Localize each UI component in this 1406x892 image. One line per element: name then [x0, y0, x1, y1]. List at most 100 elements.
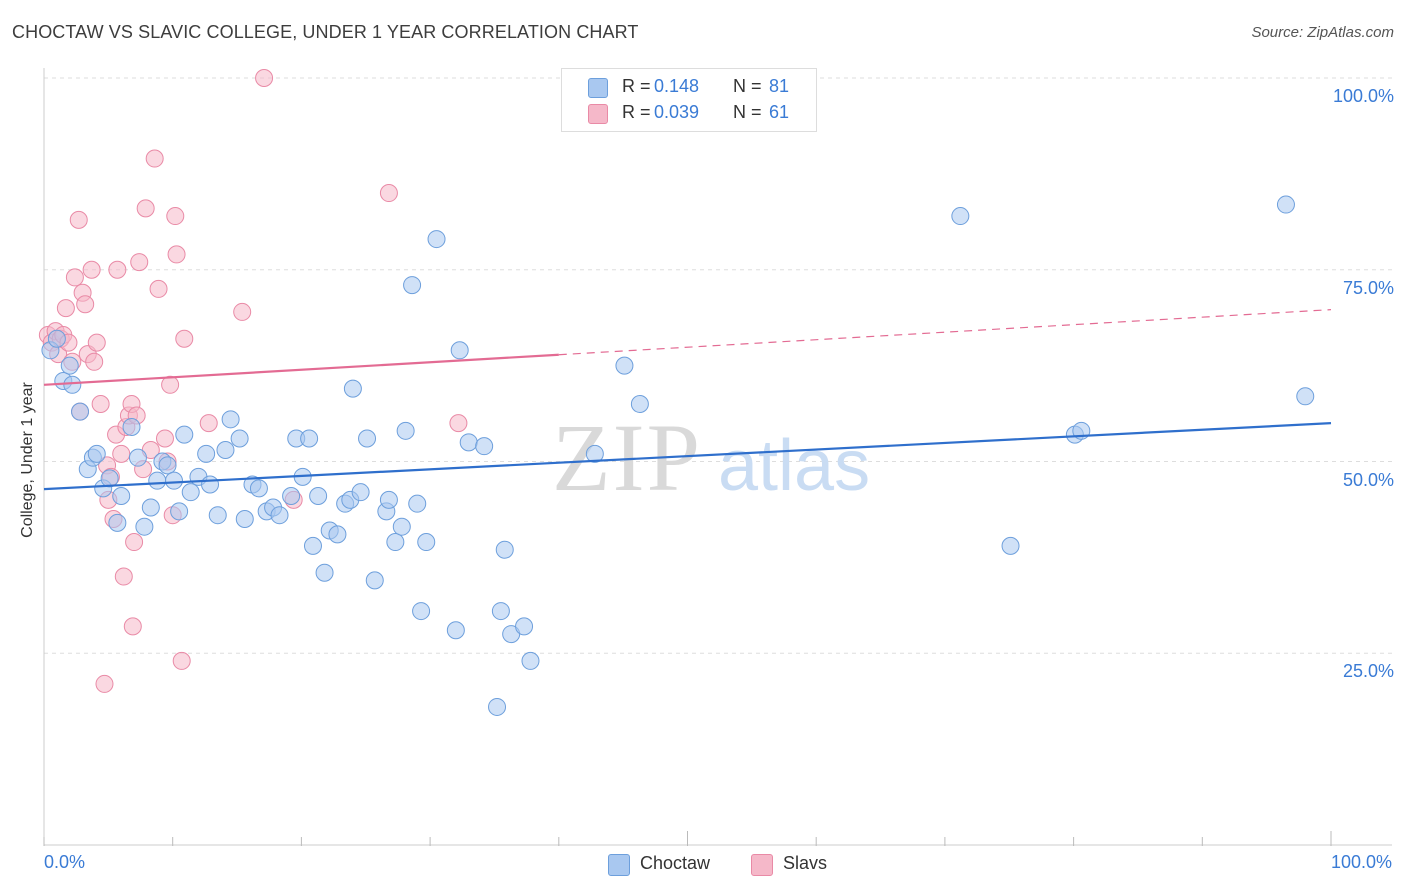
slavs-point: [167, 245, 186, 264]
series-legend: Choctaw Slavs: [0, 852, 1406, 876]
source-label: Source: ZipAtlas.com: [1251, 24, 1394, 41]
choctaw-point: [488, 697, 507, 716]
y-tick-label: 75.0%: [1342, 277, 1394, 298]
choctaw-trend-line: [43, 422, 1332, 491]
choctaw-point: [392, 517, 411, 536]
choctaw-point: [122, 417, 141, 436]
slavs-point: [130, 253, 149, 272]
slavs-point: [379, 184, 398, 203]
choctaw-point: [328, 525, 347, 544]
choctaw-swatch: [608, 854, 630, 876]
choctaw-point: [417, 533, 436, 552]
choctaw-point: [951, 207, 970, 226]
r-value: 0.148: [654, 76, 700, 96]
choctaw-point: [270, 506, 289, 525]
choctaw-point: [495, 540, 514, 559]
choctaw-point: [351, 483, 370, 502]
slavs-point: [85, 352, 104, 371]
choctaw-point: [1001, 536, 1020, 555]
choctaw-point: [446, 621, 465, 640]
choctaw-point: [343, 379, 362, 398]
n-label: N =: [733, 76, 762, 96]
choctaw-point: [208, 506, 227, 525]
slavs-point: [161, 375, 180, 394]
choctaw-point: [282, 487, 301, 506]
y-tick-label: 100.0%: [1332, 86, 1394, 106]
r-value: 0.039: [654, 102, 700, 122]
choctaw-point: [300, 429, 319, 448]
choctaw-point: [403, 276, 422, 295]
choctaw-point: [358, 429, 377, 448]
gridlines: [44, 77, 1392, 654]
choctaw-point: [521, 651, 540, 670]
slavs-point: [199, 414, 218, 433]
slavs-point: [145, 149, 164, 168]
choctaw-point: [249, 479, 268, 498]
choctaw-point: [108, 513, 127, 532]
axes: [43, 68, 1392, 846]
choctaw-point: [148, 471, 167, 490]
choctaw-point: [164, 471, 183, 490]
n-label: N =: [733, 102, 762, 122]
y-axis-label: College, Under 1 year: [19, 382, 36, 538]
slavs-point: [69, 210, 88, 229]
choctaw-point: [515, 617, 534, 636]
choctaw-point: [412, 602, 431, 621]
trend-lines: [43, 309, 1332, 491]
choctaw-point: [60, 356, 79, 375]
choctaw-point: [630, 394, 649, 413]
slavs-point: [108, 260, 127, 279]
choctaw-point: [386, 533, 405, 552]
slavs-swatch: [751, 854, 773, 876]
n-value: 81: [769, 76, 790, 96]
choctaw-point: [175, 425, 194, 444]
choctaw-point: [112, 487, 131, 506]
slavs-point: [91, 394, 110, 413]
choctaw-point: [170, 502, 189, 521]
choctaw-point: [128, 448, 147, 467]
choctaw-point: [71, 402, 90, 421]
n-value: 61: [769, 102, 790, 122]
x-tick-min: 0.0%: [44, 852, 86, 872]
slavs-point: [112, 444, 131, 463]
choctaw-point: [63, 375, 82, 394]
slavs-point: [155, 429, 174, 448]
choctaw-point: [1296, 387, 1315, 406]
choctaw-point: [309, 487, 328, 506]
watermark-atlas: atlas: [718, 426, 870, 506]
choctaw-point: [158, 456, 177, 475]
slavs-point: [114, 567, 133, 586]
choctaw-point: [459, 433, 478, 452]
choctaw-point: [221, 410, 240, 429]
r-label: R =: [622, 76, 651, 96]
slavs-trend-line-dashed: [558, 309, 1332, 356]
stats-legend: R = 0.148 N = 81 R = 0.039 N = 61: [561, 68, 817, 132]
slavs-point: [76, 295, 95, 314]
choctaw-point: [379, 490, 398, 509]
choctaw-point: [1276, 195, 1295, 214]
slavs-point: [172, 651, 191, 670]
slavs-point: [149, 279, 168, 298]
choctaw-point: [181, 483, 200, 502]
choctaw-point: [303, 536, 322, 555]
slavs-point: [449, 414, 468, 433]
choctaw-point: [47, 329, 66, 348]
choctaw-point: [135, 517, 154, 536]
slavs-point: [175, 329, 194, 348]
x-tick-max: 100.0%: [1330, 852, 1392, 872]
choctaw-point: [408, 494, 427, 513]
slavs-point: [87, 333, 106, 352]
choctaw-point: [197, 444, 216, 463]
r-label: R =: [622, 102, 651, 122]
choctaw-point: [427, 230, 446, 249]
choctaw-point: [315, 563, 334, 582]
choctaw-point: [396, 421, 415, 440]
slavs-point: [82, 260, 101, 279]
slavs-point: [125, 533, 144, 552]
choctaw-point: [235, 510, 254, 529]
slavs-swatch: [588, 104, 608, 124]
choctaw-swatch: [588, 78, 608, 98]
choctaw-point: [585, 444, 604, 463]
slavs-point: [123, 617, 142, 636]
y-tick-label: 50.0%: [1342, 469, 1394, 490]
